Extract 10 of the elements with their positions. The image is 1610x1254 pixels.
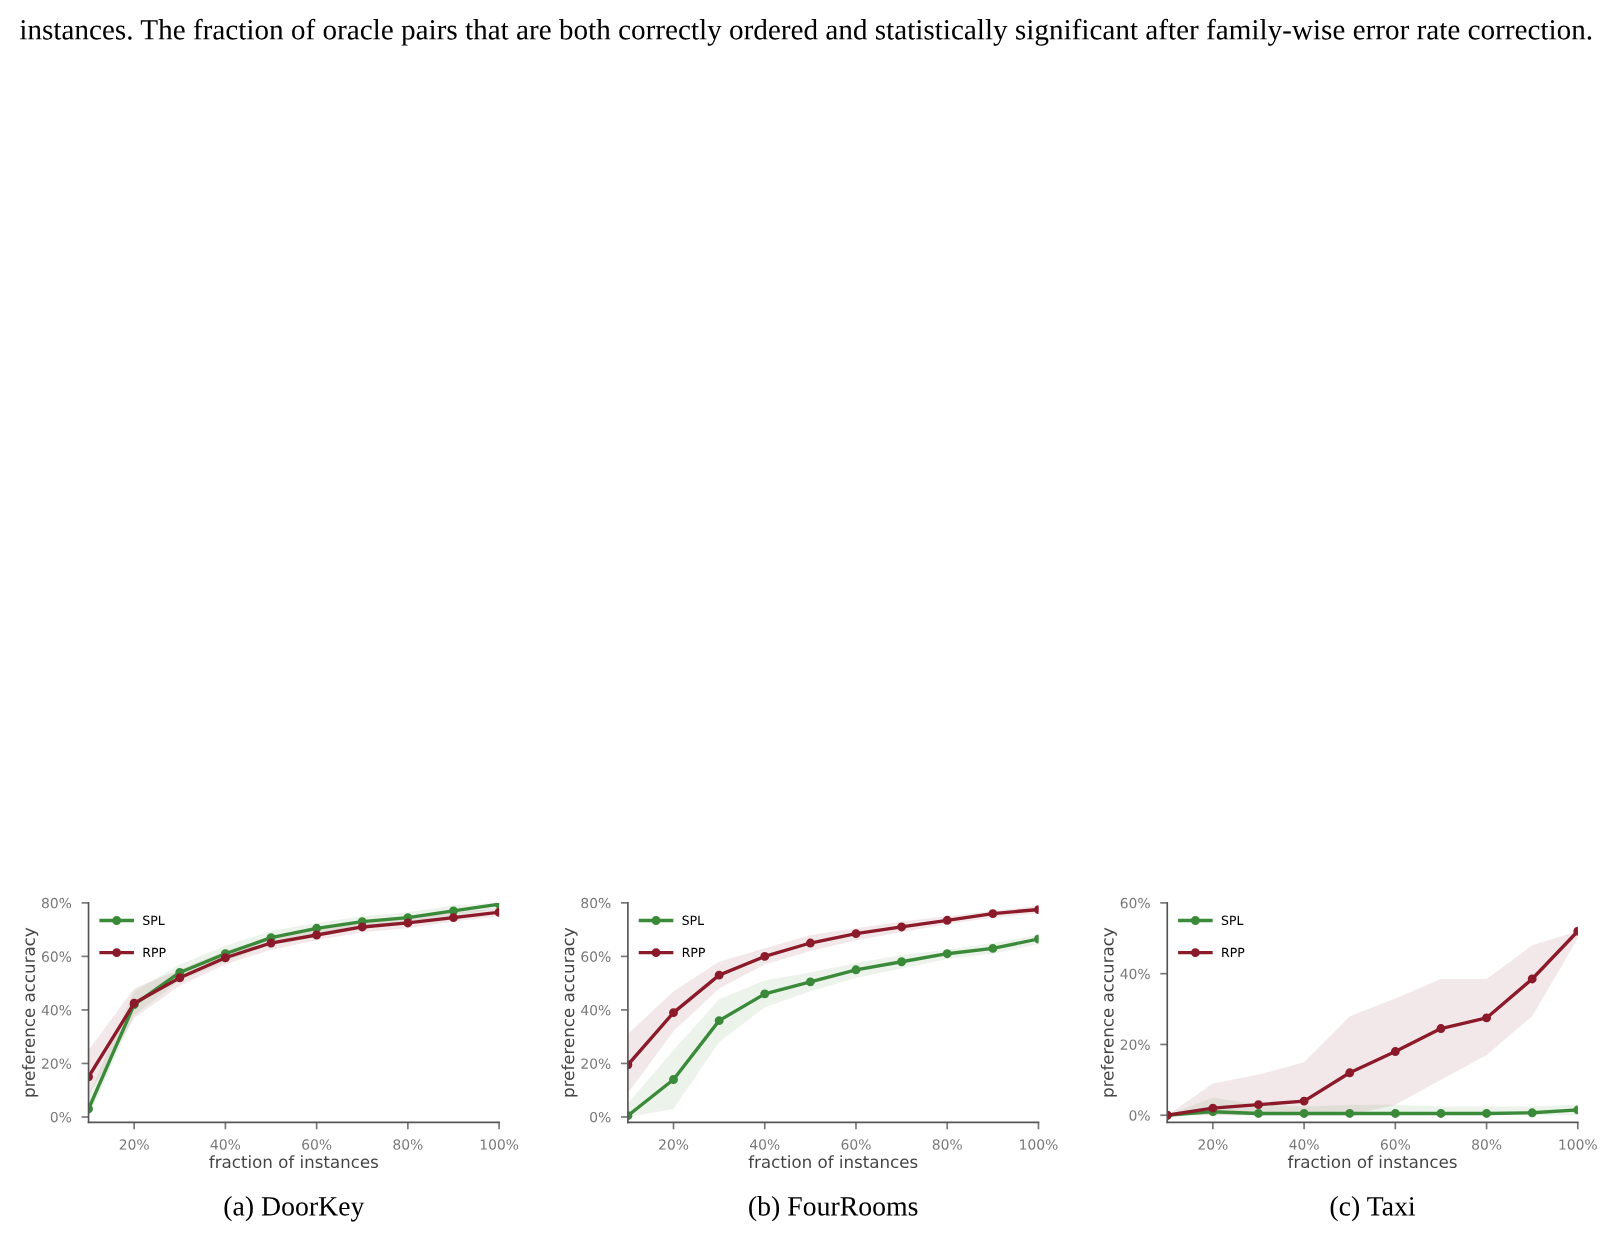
y-axis-title: preference accuracy xyxy=(561,927,578,1097)
text: (a) DoorKey xyxy=(224,1196,365,1222)
text: (c) Taxi xyxy=(1330,1196,1416,1222)
y-axis-title: preference accuracy xyxy=(22,927,39,1097)
text: (b) FourRooms xyxy=(749,1196,918,1222)
x-axis-title: fraction of instances xyxy=(748,1155,918,1169)
x-axis-title: fraction of instances xyxy=(1287,1155,1457,1169)
text: instances. The fraction of oracle pairs that are both correctly ordered and statistically significant after family-wise error rate correction. xyxy=(19,18,1592,46)
y-axis-title: preference accuracy xyxy=(1100,927,1117,1097)
x-axis-title: fraction of instances xyxy=(209,1155,378,1169)
